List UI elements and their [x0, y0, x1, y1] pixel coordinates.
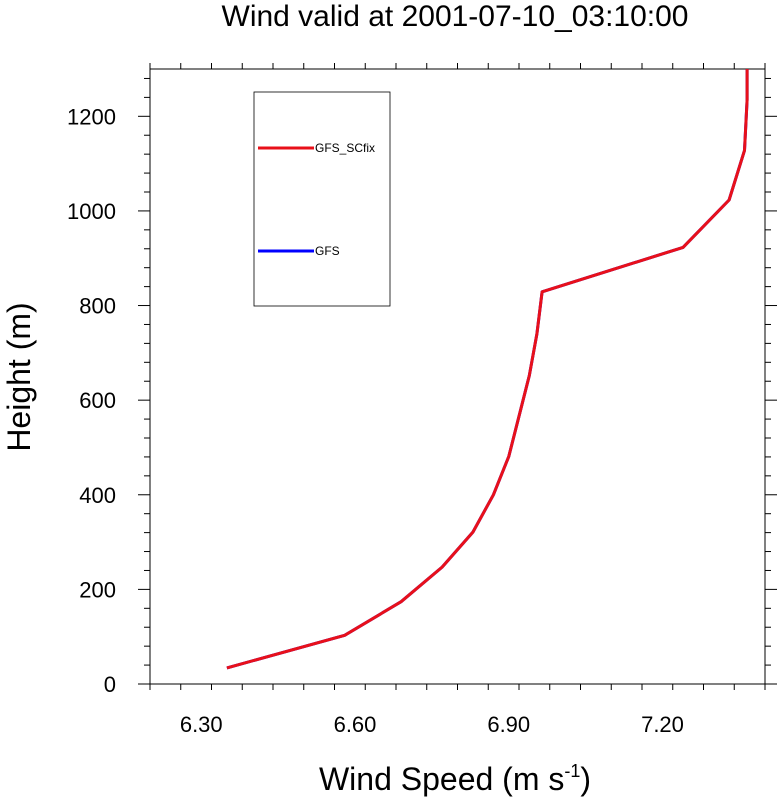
- y-tick-label: 800: [79, 294, 116, 319]
- chart-title: Wind valid at 2001-07-10_03:10:00: [222, 0, 689, 33]
- x-tick-label: 7.20: [641, 712, 684, 737]
- legend-label-gfs: GFS: [315, 244, 340, 258]
- legend-box: [253, 91, 391, 307]
- y-tick-label: 600: [79, 388, 116, 413]
- x-axis-ticks: 6.30 6.60 6.90 7.20: [149, 63, 766, 737]
- plot-border: [149, 68, 766, 685]
- x-tick-label: 6.60: [334, 712, 377, 737]
- series-line-gfs: [226, 69, 749, 670]
- y-tick-label: 400: [79, 483, 116, 508]
- y-tick-label: 200: [79, 577, 116, 602]
- legend-label-gfs-scfix: GFS_SCfix: [315, 141, 375, 155]
- y-tick-label: 1200: [67, 104, 116, 129]
- y-axis-label: Height (m): [1, 302, 37, 451]
- y-axis-ticks: 0 200 400 600 800 1000 1200: [67, 77, 777, 697]
- x-axis-label: Wind Speed (m s-1): [319, 761, 591, 797]
- x-tick-label: 6.90: [487, 712, 530, 737]
- series-lines: [226, 69, 749, 670]
- y-tick-label: 0: [104, 672, 116, 697]
- x-tick-label: 6.30: [180, 712, 223, 737]
- series-line-gfs-scfix: [226, 69, 749, 670]
- plot-frame: [149, 68, 766, 685]
- legend: GFS_SCfix GFS: [253, 91, 391, 307]
- y-tick-label: 1000: [67, 199, 116, 224]
